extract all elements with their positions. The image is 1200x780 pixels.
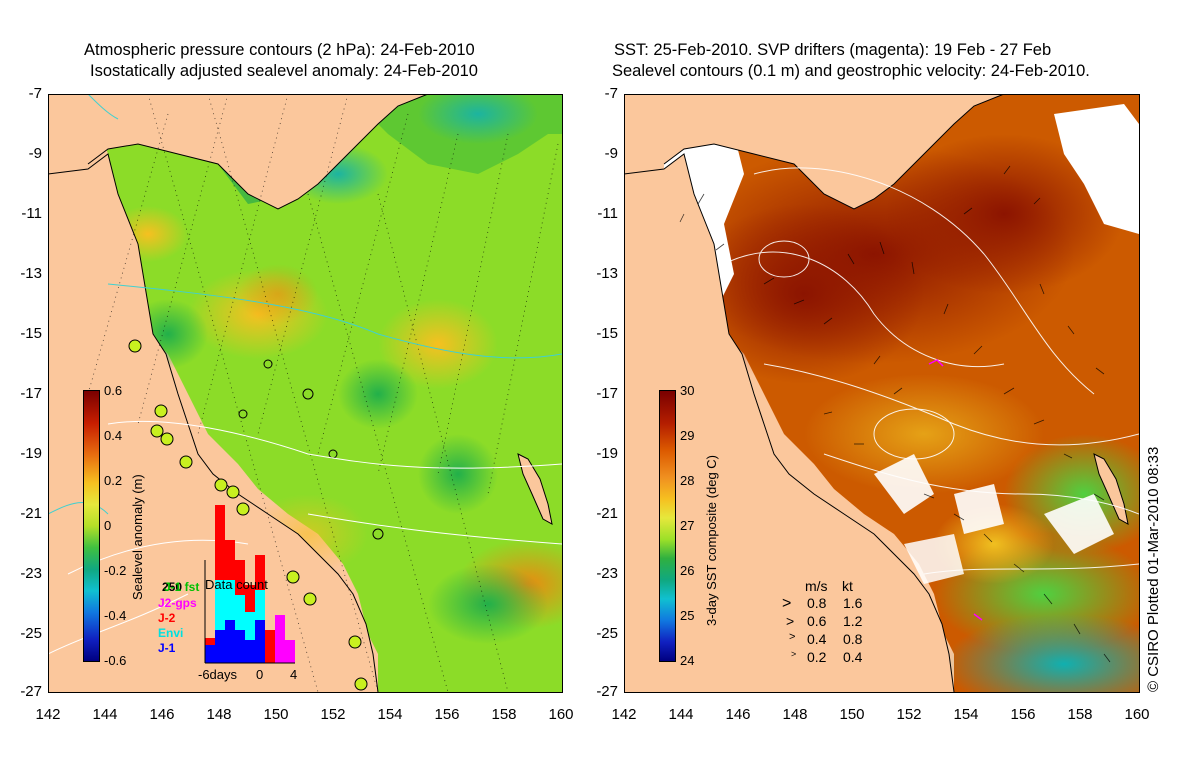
sst-colorbar-tick: 27	[680, 518, 695, 533]
inset-title: Data count	[205, 577, 268, 592]
sst-colorbar-tick: 26	[680, 563, 695, 578]
right-y-tick: -23	[596, 565, 618, 582]
inset-legend-j2: J-2	[158, 611, 176, 625]
left-y-tick: -19	[20, 445, 42, 462]
sst-colorbar	[659, 390, 676, 662]
left-y-tick: -11	[21, 205, 42, 222]
velocity-legend-kt: 0.4	[843, 649, 863, 665]
data-count-histogram	[204, 505, 295, 664]
inset-legend-j1: J-1	[158, 641, 176, 655]
right-y-tick: -11	[597, 205, 618, 222]
sealevel-colorbar-tick: -0.4	[104, 608, 127, 623]
right-title-line1: SST: 25-Feb-2010. SVP drifters (magenta)…	[614, 41, 1052, 59]
left-x-tick: 148	[206, 706, 232, 723]
right-x-tick: 156	[1010, 706, 1036, 723]
right-x-tick: 142	[611, 706, 637, 723]
sst-colorbar-tick: 25	[680, 608, 695, 623]
left-x-tick: 156	[434, 706, 460, 723]
left-y-tick: -25	[20, 625, 42, 642]
right-y-tick: -25	[596, 625, 618, 642]
sealevel-colorbar-tick: 0.4	[104, 428, 123, 443]
right-x-tick: 146	[725, 706, 751, 723]
right-y-tick: -27	[596, 683, 618, 700]
velocity-legend-kt: 1.6	[843, 595, 863, 611]
inset-legend-envi: Envi	[158, 626, 184, 640]
left-x-tick: 160	[548, 706, 574, 723]
sst-map-graphic	[624, 94, 1139, 692]
inset-legend-jason1-fast: J-1 fst	[164, 580, 200, 594]
right-y-tick: -19	[596, 445, 618, 462]
right-y-tick: -13	[596, 265, 618, 282]
inset-count-label: 250	[162, 580, 183, 594]
sst-map	[624, 94, 1139, 692]
sealevel-anomaly-map-graphic	[48, 94, 562, 692]
sst-colorbar-tick: 30	[680, 383, 695, 398]
right-x-tick: 158	[1067, 706, 1093, 723]
right-y-tick: -21	[596, 505, 618, 522]
velocity-legend-ms: 0.4	[807, 631, 827, 647]
left-y-tick: -17	[20, 385, 42, 402]
velocity-legend-ms: 0.8	[807, 595, 827, 611]
velocity-legend-header-kt: kt	[842, 578, 853, 594]
left-x-tick: 142	[35, 706, 61, 723]
sst-colorbar-tick: 29	[680, 428, 695, 443]
sealevel-colorbar-tick: 0.6	[104, 383, 123, 398]
right-map-frame	[624, 94, 1140, 693]
left-y-tick: -7	[28, 85, 42, 102]
velocity-legend-kt: 1.2	[843, 613, 863, 629]
left-y-tick: -13	[20, 265, 42, 282]
right-x-tick: 150	[839, 706, 865, 723]
right-y-tick: -15	[596, 325, 618, 342]
left-x-tick: 154	[377, 706, 403, 723]
data-count-inset	[200, 500, 300, 670]
left-title-line1: Atmospheric pressure contours (2 hPa): 2…	[84, 41, 475, 59]
velocity-legend-kt: 0.8	[843, 631, 863, 647]
right-y-tick: -9	[604, 145, 618, 162]
right-x-tick: 154	[953, 706, 979, 723]
left-y-tick: -27	[20, 683, 42, 700]
left-x-tick: 144	[92, 706, 118, 723]
sealevel-colorbar-tick: 0	[104, 518, 112, 533]
sealevel-colorbar	[83, 390, 100, 662]
left-x-tick: 158	[491, 706, 517, 723]
left-x-tick: 150	[263, 706, 289, 723]
right-x-tick: 144	[668, 706, 694, 723]
velocity-legend-arrow-icon: >	[786, 613, 795, 629]
sealevel-colorbar-tick: -0.6	[104, 653, 127, 668]
left-y-tick: -9	[28, 145, 42, 162]
inset-x-tick: -6days	[198, 667, 238, 682]
left-x-tick: 152	[320, 706, 346, 723]
left-x-tick: 146	[149, 706, 175, 723]
left-map-frame	[48, 94, 563, 693]
velocity-legend-header-ms: m/s	[805, 578, 828, 594]
velocity-legend: m/s kt > 0.8 1.6 > 0.6 1.2 > 0.4 0.8 > 0…	[780, 578, 890, 668]
left-y-tick: -21	[20, 505, 42, 522]
sealevel-colorbar-label: Sealevel anomaly (m)	[130, 474, 145, 600]
sealevel-colorbar-tick: -0.2	[104, 563, 127, 578]
right-y-tick: -7	[604, 85, 618, 102]
right-x-tick: 148	[782, 706, 808, 723]
left-title-line2: Isostatically adjusted sealevel anomaly:…	[90, 62, 478, 80]
right-title-line2: Sealevel contours (0.1 m) and geostrophi…	[612, 62, 1090, 80]
velocity-legend-arrow-icon: >	[791, 649, 797, 659]
right-x-tick: 152	[896, 706, 922, 723]
inset-legend-j2-gps: J2-gps	[158, 596, 197, 610]
inset-x-tick: 0	[256, 667, 264, 682]
sst-colorbar-tick: 28	[680, 473, 695, 488]
velocity-legend-ms: 0.2	[807, 649, 827, 665]
sst-colorbar-label: 3-day SST composite (deg C)	[704, 455, 719, 626]
left-y-tick: -15	[20, 325, 42, 342]
sst-colorbar-tick: 24	[680, 653, 695, 668]
velocity-legend-ms: 0.6	[807, 613, 827, 629]
velocity-legend-arrow-icon: >	[782, 595, 792, 612]
right-x-tick: 160	[1124, 706, 1150, 723]
credit-text: © CSIRO Plotted 01-Mar-2010 08:33	[1145, 446, 1162, 692]
sealevel-anomaly-map	[48, 94, 562, 692]
sealevel-colorbar-tick: 0.2	[104, 473, 123, 488]
velocity-legend-arrow-icon: >	[789, 631, 796, 643]
inset-x-tick: 4	[290, 667, 298, 682]
left-y-tick: -23	[20, 565, 42, 582]
right-y-tick: -17	[596, 385, 618, 402]
